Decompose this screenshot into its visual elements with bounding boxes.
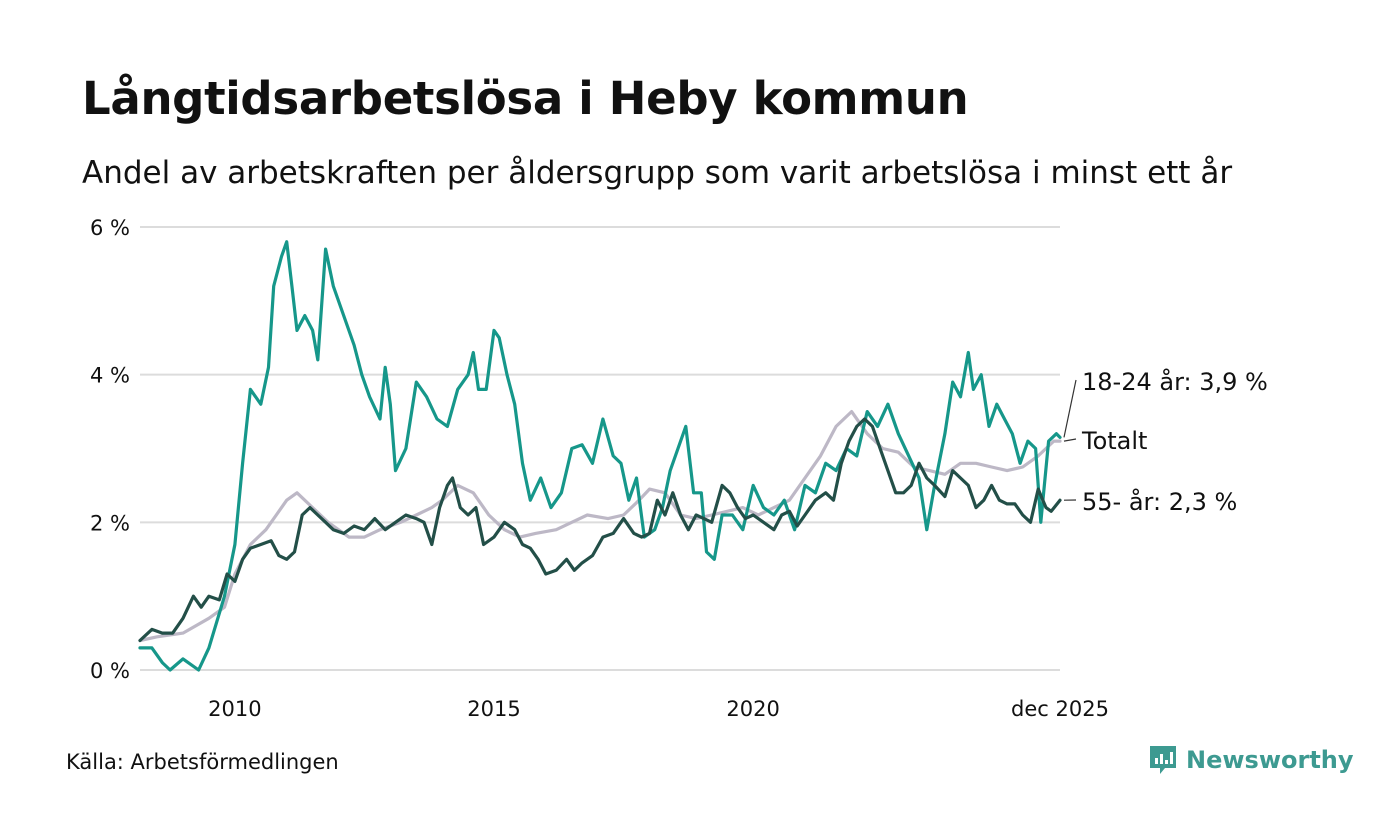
series-end-labels: 18-24 år: 3,9 % Totalt 55- år: 2,3 % — [1063, 367, 1268, 516]
series-line-0 — [138, 410, 1062, 643]
x-tick-label: 2020 — [726, 697, 779, 721]
y-tick-label: 6 % — [90, 216, 130, 240]
grid-lines — [140, 226, 1060, 671]
chart-title: Långtidsarbetslösa i Heby kommun — [82, 72, 969, 125]
series-end-label: Totalt — [1081, 427, 1147, 455]
end-label-connector — [1063, 379, 1077, 438]
x-tick-label: 2010 — [208, 697, 261, 721]
source-note: Källa: Arbetsförmedlingen — [66, 750, 339, 774]
newsworthy-logo-icon — [1150, 746, 1176, 774]
series-line-2 — [138, 417, 1062, 643]
x-tick-label: dec 2025 — [1011, 697, 1109, 721]
series-line-1 — [138, 240, 1062, 672]
y-tick-label: 0 % — [90, 659, 130, 683]
series-lines — [138, 240, 1062, 672]
y-tick-label: 2 % — [90, 511, 130, 535]
y-tick-label: 4 % — [90, 364, 130, 388]
series-end-label: 55- år: 2,3 % — [1082, 487, 1237, 516]
x-axis-ticks: 2010 2015 2020 dec 2025 — [208, 697, 1109, 721]
chart-subtitle: Andel av arbetskraften per åldersgrupp s… — [82, 155, 1233, 191]
brand-logo: Newsworthy — [1148, 744, 1354, 776]
end-label-connector — [1063, 438, 1077, 442]
x-tick-label: 2015 — [467, 697, 520, 721]
brand-name: Newsworthy — [1186, 746, 1354, 774]
y-axis-ticks: 0 % 2 % 4 % 6 % — [90, 216, 130, 683]
series-end-label: 18-24 år: 3,9 % — [1082, 367, 1268, 396]
